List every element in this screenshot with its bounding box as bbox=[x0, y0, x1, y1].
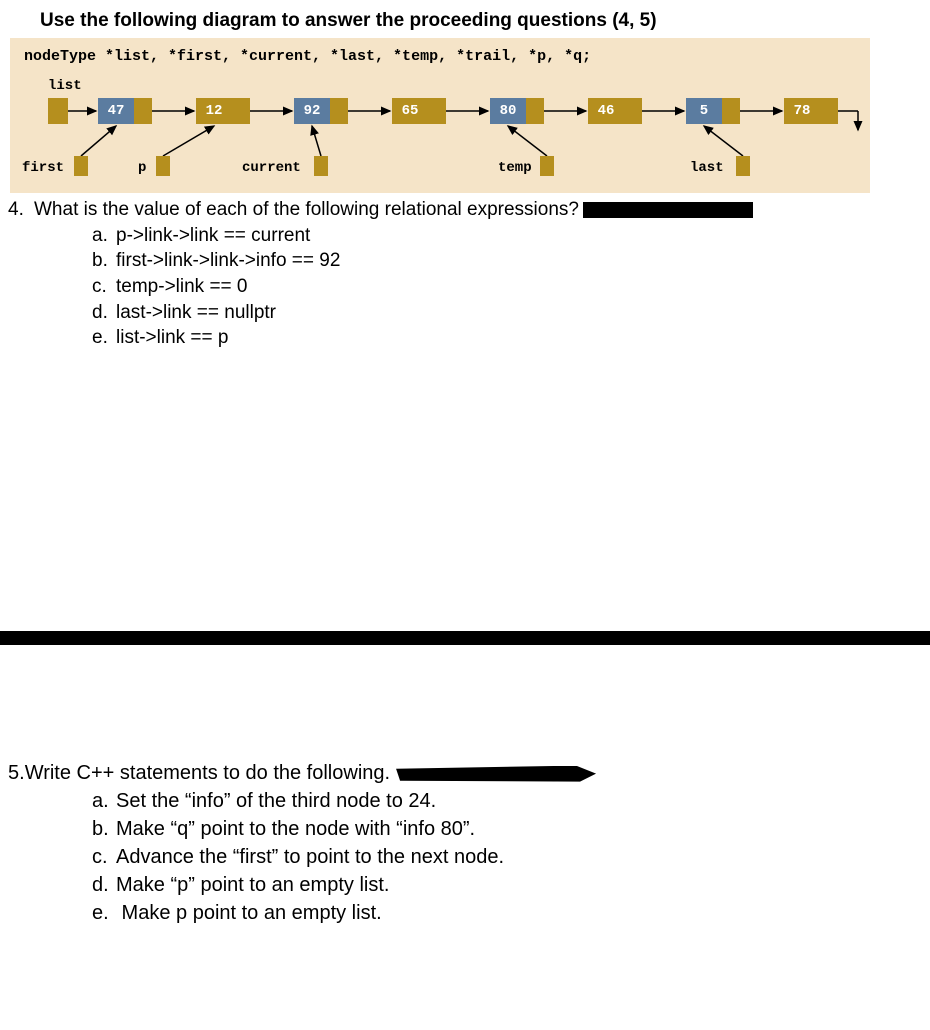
q5-item: e. Make p point to an empty list. bbox=[0, 899, 930, 927]
item-letter: e. bbox=[92, 325, 116, 351]
question-4: 4.What is the value of each of the follo… bbox=[0, 193, 930, 351]
list-node: 47 bbox=[98, 98, 152, 124]
item-text: Advance the “first” to point to the next… bbox=[116, 846, 504, 868]
node-info: 80 bbox=[490, 98, 526, 124]
node-link-cell bbox=[134, 98, 152, 124]
item-text: Make “q” point to the node with “info 80… bbox=[116, 818, 475, 840]
node-info: 65 bbox=[392, 98, 428, 124]
item-text: Make p point to an empty list. bbox=[116, 902, 382, 924]
item-letter: d. bbox=[92, 871, 116, 899]
pointer-box bbox=[314, 156, 328, 176]
node-link-cell bbox=[428, 98, 446, 124]
q5-item: b.Make “q” point to the node with “info … bbox=[0, 815, 930, 843]
list-node: 65 bbox=[392, 98, 446, 124]
list-node: 46 bbox=[588, 98, 642, 124]
pointer-label: p bbox=[138, 160, 146, 176]
node-info: 12 bbox=[196, 98, 232, 124]
pointer-label: first bbox=[22, 160, 64, 176]
q4-item: b.first->link->link->info == 92 bbox=[0, 248, 930, 274]
node-info: 92 bbox=[294, 98, 330, 124]
node-link-cell bbox=[624, 98, 642, 124]
pointer-label: last bbox=[690, 160, 724, 176]
section-divider bbox=[0, 631, 930, 645]
item-text: first->link->link->info == 92 bbox=[116, 250, 340, 271]
q4-text: What is the value of each of the followi… bbox=[34, 199, 579, 220]
item-text: last->link == nullptr bbox=[116, 302, 276, 323]
item-text: p->link->link == current bbox=[116, 225, 310, 246]
item-letter: a. bbox=[92, 223, 116, 249]
item-text: temp->link == 0 bbox=[116, 276, 248, 297]
list-node: 12 bbox=[196, 98, 250, 124]
q4-number: 4. bbox=[8, 197, 34, 223]
pointer-box bbox=[736, 156, 750, 176]
q5-item: d.Make “p” point to an empty list. bbox=[0, 871, 930, 899]
pointer-box bbox=[74, 156, 88, 176]
node-info: 46 bbox=[588, 98, 624, 124]
node-link-cell bbox=[526, 98, 544, 124]
node-link-cell bbox=[722, 98, 740, 124]
item-text: Make “p” point to an empty list. bbox=[116, 874, 389, 896]
node-info: 78 bbox=[784, 98, 820, 124]
q4-stem: 4.What is the value of each of the follo… bbox=[0, 197, 930, 223]
list-node: 92 bbox=[294, 98, 348, 124]
list-head-cell bbox=[48, 98, 68, 124]
q4-item: d.last->link == nullptr bbox=[0, 300, 930, 326]
item-letter: e. bbox=[92, 899, 116, 927]
node-info: 47 bbox=[98, 98, 134, 124]
q4-item: e.list->link == p bbox=[0, 325, 930, 351]
pointer-box bbox=[156, 156, 170, 176]
node-link-cell bbox=[820, 98, 838, 124]
redacted-block bbox=[583, 202, 753, 218]
item-text: list->link == p bbox=[116, 327, 228, 348]
q5-number: 5. bbox=[8, 762, 25, 784]
linked-list-diagram: nodeType *list, *first, *current, *last,… bbox=[10, 38, 870, 193]
pointer-label: current bbox=[242, 160, 301, 176]
list-node: 80 bbox=[490, 98, 544, 124]
q4-item: a.p->link->link == current bbox=[0, 223, 930, 249]
page-heading: Use the following diagram to answer the … bbox=[0, 0, 930, 38]
q4-item: c.temp->link == 0 bbox=[0, 274, 930, 300]
item-letter: b. bbox=[92, 815, 116, 843]
node-link-cell bbox=[330, 98, 348, 124]
q5-stem: 5.Write C++ statements to do the followi… bbox=[0, 759, 930, 787]
pointer-box bbox=[540, 156, 554, 176]
item-letter: d. bbox=[92, 300, 116, 326]
item-letter: c. bbox=[92, 843, 116, 871]
item-letter: c. bbox=[92, 274, 116, 300]
pointer-label: temp bbox=[498, 160, 532, 176]
item-letter: a. bbox=[92, 787, 116, 815]
q5-item: a.Set the “info” of the third node to 24… bbox=[0, 787, 930, 815]
q5-item: c.Advance the “first” to point to the ne… bbox=[0, 843, 930, 871]
pointer-label: list bbox=[48, 78, 82, 94]
question-5: 5.Write C++ statements to do the followi… bbox=[0, 755, 930, 927]
diagram-code-line: nodeType *list, *first, *current, *last,… bbox=[24, 48, 591, 65]
list-node: 78 bbox=[784, 98, 838, 124]
item-letter: b. bbox=[92, 248, 116, 274]
item-text: Set the “info” of the third node to 24. bbox=[116, 790, 436, 812]
list-node: 5 bbox=[686, 98, 740, 124]
node-info: 5 bbox=[686, 98, 722, 124]
node-link-cell bbox=[232, 98, 250, 124]
redacted-scribble bbox=[396, 766, 596, 782]
q5-text: Write C++ statements to do the following… bbox=[25, 762, 390, 784]
